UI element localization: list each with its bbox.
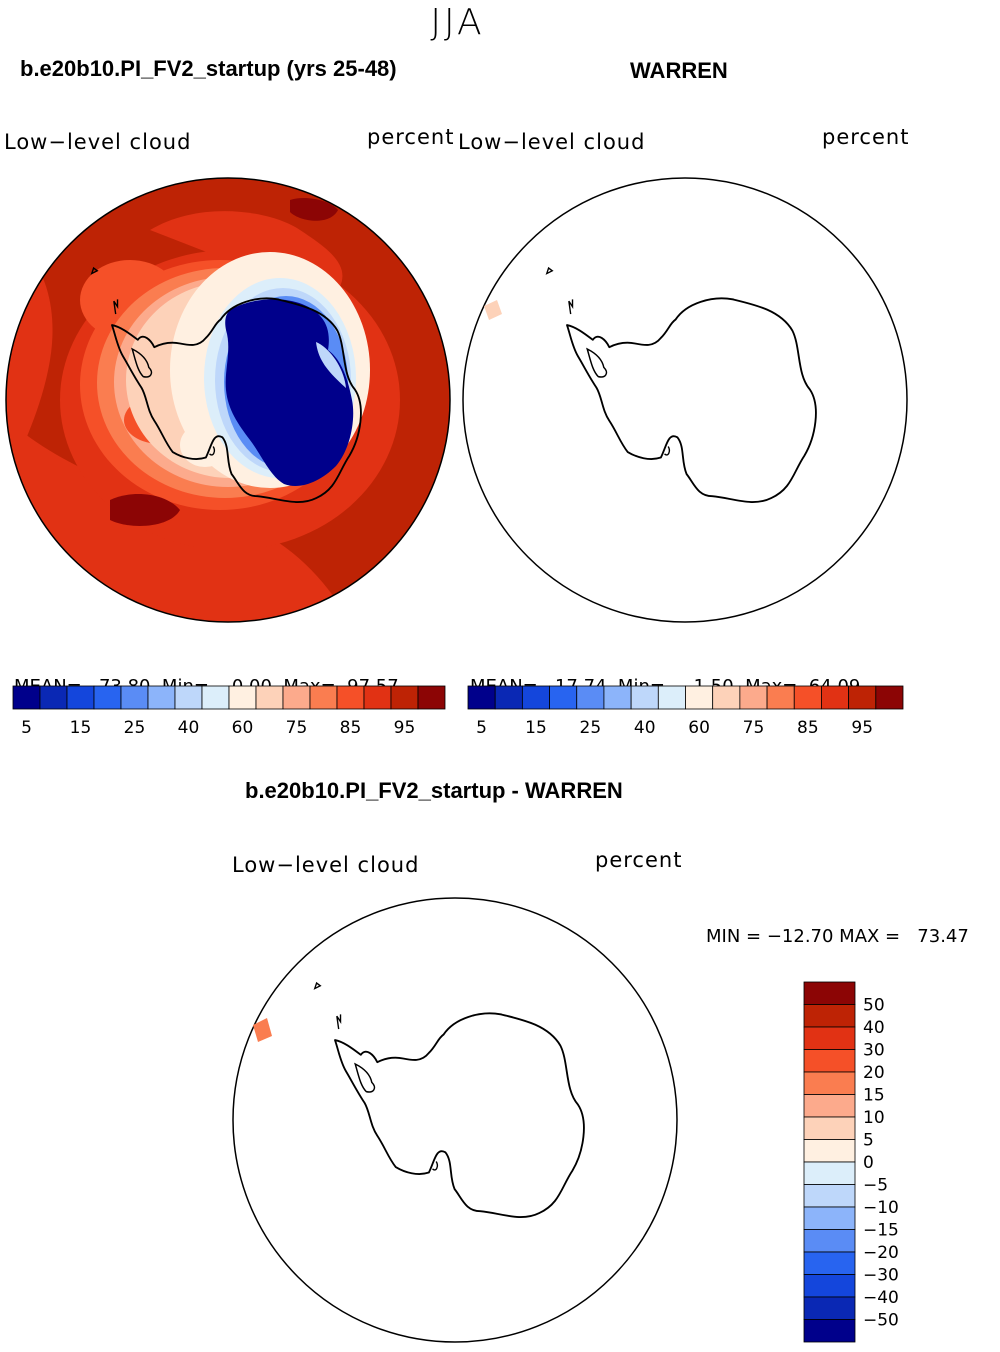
model-panel-title: b.e20b10.PI_FV2_startup (yrs 25-48) — [20, 56, 397, 81]
colorbar-cell — [803, 1004, 856, 1028]
colorbar-cell — [174, 685, 203, 710]
colorbar-tick-label: −5 — [863, 1176, 888, 1196]
colorbar-cell — [803, 1229, 856, 1253]
colorbar-cell — [685, 685, 714, 710]
colorbar-tick-label: −50 — [863, 1311, 899, 1331]
model-units-label: percent — [367, 125, 455, 149]
colorbar-tick-label: 75 — [286, 718, 308, 738]
colorbar-cell — [282, 685, 311, 710]
colorbar-tick-label: 5 — [476, 718, 487, 738]
colorbar-cell — [576, 685, 605, 710]
colorbar-tick-label: 95 — [851, 718, 873, 738]
colorbar-cell — [120, 685, 149, 710]
model-colorbar: 5 15 25 40 60 75 85 95 — [12, 685, 446, 738]
colorbar-tick-label: 10 — [863, 1108, 885, 1128]
colorbar-tick-label: 50 — [863, 996, 885, 1016]
season-title: JJA — [430, 2, 485, 43]
colorbar-cell — [93, 685, 122, 710]
colorbar-tick-label: −30 — [863, 1266, 899, 1286]
colorbar-cell — [309, 685, 338, 710]
colorbar-tick-label: 85 — [340, 718, 362, 738]
diff-panel-title: b.e20b10.PI_FV2_startup - WARREN — [245, 778, 623, 803]
colorbar-cell — [821, 685, 850, 710]
obs-units-label: percent — [822, 125, 910, 149]
colorbar-tick-label: 40 — [178, 718, 200, 738]
colorbar-cell — [12, 685, 41, 710]
colorbar-cell — [521, 685, 550, 710]
colorbar-cell — [201, 685, 230, 710]
colorbar-cell — [803, 1274, 856, 1298]
colorbar-cell — [803, 1296, 856, 1320]
colorbar-tick-label: 95 — [394, 718, 416, 738]
obs-variable-label: Low−level cloud — [458, 130, 646, 154]
colorbar-tick-label: 40 — [863, 1018, 885, 1038]
colorbar-cell — [417, 685, 446, 710]
diff-units-label: percent — [595, 848, 683, 872]
colorbar-tick-label: 25 — [580, 718, 602, 738]
colorbar-cell — [803, 1206, 856, 1230]
colorbar-tick-label: 25 — [124, 718, 146, 738]
colorbar-tick-label: 0 — [863, 1153, 874, 1173]
diff-minmax: MIN = −12.70 MAX = 73.47 — [706, 926, 969, 947]
colorbar-tick-label: −20 — [863, 1243, 899, 1263]
diff-map — [232, 897, 678, 1343]
colorbar-cell — [803, 1094, 856, 1118]
colorbar-cell — [803, 1139, 856, 1163]
colorbar-cell — [467, 685, 496, 710]
colorbar-cell — [657, 685, 686, 710]
obs-panel-title: WARREN — [630, 58, 728, 83]
model-variable-label: Low−level cloud — [4, 130, 192, 154]
colorbar-cell — [255, 685, 284, 710]
colorbar-cell — [803, 1116, 856, 1140]
colorbar-tick-label: −40 — [863, 1288, 899, 1308]
colorbar-tick-label: 85 — [797, 718, 819, 738]
colorbar-tick-label: 5 — [21, 718, 32, 738]
colorbar-cell — [803, 981, 856, 1005]
colorbar-tick-label: −10 — [863, 1198, 899, 1218]
colorbar-cell — [228, 685, 257, 710]
obs-colorbar: 5 15 25 40 60 75 85 95 — [467, 685, 904, 738]
colorbar-cell — [390, 685, 419, 710]
colorbar-cell — [803, 1026, 856, 1050]
colorbar-cell — [549, 685, 578, 710]
colorbar-tick-label: 15 — [863, 1086, 885, 1106]
colorbar-tick-label: 75 — [743, 718, 765, 738]
colorbar-cell — [803, 1319, 856, 1343]
colorbar-cell — [875, 685, 904, 710]
colorbar-tick-label: −15 — [863, 1221, 899, 1241]
colorbar-cell — [803, 1071, 856, 1095]
colorbar-tick-label: 15 — [525, 718, 547, 738]
diff-variable-label: Low−level cloud — [232, 853, 420, 877]
colorbar-tick-label: 60 — [688, 718, 710, 738]
colorbar-tick-label: 60 — [232, 718, 254, 738]
colorbar-cell — [803, 1251, 856, 1275]
colorbar-tick-label: 20 — [863, 1063, 885, 1083]
colorbar-cell — [494, 685, 523, 710]
colorbar-cell — [739, 685, 768, 710]
colorbar-cell — [336, 685, 365, 710]
colorbar-tick-label: 40 — [634, 718, 656, 738]
colorbar-cell — [793, 685, 822, 710]
colorbar-cell — [803, 1161, 856, 1185]
colorbar-tick-label: 5 — [863, 1131, 874, 1151]
colorbar-cell — [712, 685, 741, 710]
colorbar-tick-label: 30 — [863, 1041, 885, 1061]
colorbar-cell — [630, 685, 659, 710]
obs-map — [462, 177, 908, 623]
colorbar-cell — [803, 1049, 856, 1073]
colorbar-tick-label: 15 — [70, 718, 92, 738]
colorbar-cell — [66, 685, 95, 710]
model-map — [5, 177, 451, 623]
colorbar-cell — [363, 685, 392, 710]
colorbar-cell — [39, 685, 68, 710]
colorbar-cell — [147, 685, 176, 710]
colorbar-cell — [803, 1184, 856, 1208]
colorbar-cell — [766, 685, 795, 710]
colorbar-cell — [848, 685, 877, 710]
colorbar-cell — [603, 685, 632, 710]
